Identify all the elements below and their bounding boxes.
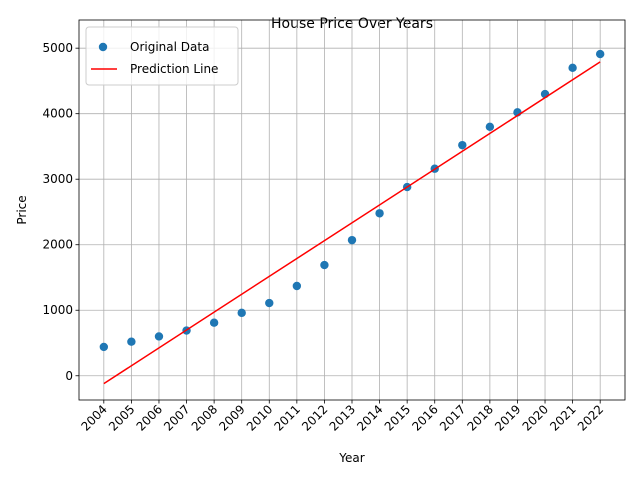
x-tick-label: 2006 xyxy=(134,402,165,433)
x-tick-label: 2015 xyxy=(382,402,413,433)
x-tick-label: 2021 xyxy=(547,402,578,433)
x-tick-label: 2020 xyxy=(520,402,551,433)
scatter-point xyxy=(127,337,136,346)
x-tick-label: 2007 xyxy=(161,402,192,433)
scatter-point xyxy=(292,281,302,291)
x-tick-label: 2016 xyxy=(409,402,440,433)
scatter-point xyxy=(154,332,164,341)
x-tick-label: 2012 xyxy=(299,402,330,433)
scatter-point xyxy=(209,318,219,327)
scatter-point xyxy=(99,342,109,352)
y-axis-label: Price xyxy=(15,195,29,224)
y-tick-label: 5000 xyxy=(42,41,73,55)
x-tick-label: 2008 xyxy=(189,402,220,433)
scatter-point xyxy=(595,49,605,59)
scatter-point xyxy=(485,122,495,131)
scatter-point xyxy=(458,140,467,150)
x-tick-label: 2014 xyxy=(354,402,385,433)
legend-box xyxy=(85,26,239,86)
scatter-point xyxy=(265,298,274,308)
x-tick-label: 2011 xyxy=(271,402,302,433)
x-tick-label: 2017 xyxy=(437,402,468,433)
scatter-point xyxy=(568,63,577,73)
legend-label: Original Data xyxy=(130,40,209,54)
x-tick-label: 2004 xyxy=(78,402,109,433)
x-axis-label: Year xyxy=(338,451,364,465)
x-tick-label: 2022 xyxy=(575,402,606,433)
legend-marker xyxy=(98,42,108,52)
x-tick-label: 2005 xyxy=(106,402,137,433)
scatter-point xyxy=(347,235,357,245)
x-tick-label: 2019 xyxy=(492,402,523,433)
y-tick-label: 3000 xyxy=(42,172,73,186)
y-tick-label: 0 xyxy=(65,369,73,383)
scatter-point xyxy=(320,260,329,270)
scatter-point xyxy=(375,209,384,218)
y-tick-label: 2000 xyxy=(42,238,73,252)
legend: Original Data Prediction Line xyxy=(85,26,239,86)
y-tick-label: 4000 xyxy=(42,107,73,121)
x-tick-label: 2009 xyxy=(216,402,247,433)
y-tick-label: 1000 xyxy=(42,303,73,317)
prediction-line xyxy=(103,61,601,385)
x-tick-label: 2010 xyxy=(244,402,275,433)
axes-frame xyxy=(78,19,626,401)
legend-label: Prediction Line xyxy=(130,62,218,76)
x-tick-label: 2018 xyxy=(465,402,496,433)
scatter-point xyxy=(237,308,246,318)
x-tick-label: 2013 xyxy=(327,402,358,433)
